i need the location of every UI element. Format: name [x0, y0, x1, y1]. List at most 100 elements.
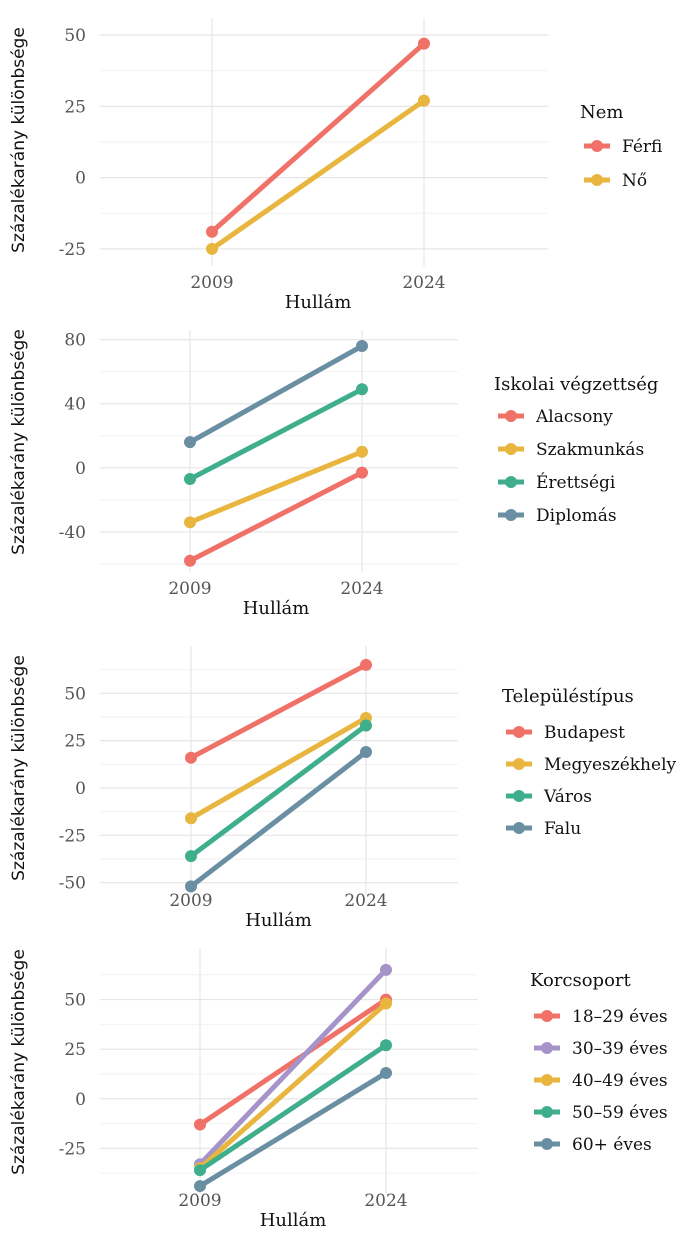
- legend-label: Férfi: [622, 137, 662, 157]
- legend-item: Férfi: [584, 137, 662, 157]
- data-point: [206, 225, 218, 238]
- legend-label: Alacsony: [535, 407, 613, 427]
- y-tick-label: 25: [64, 97, 86, 117]
- legend-item: 18–29 éves: [534, 1007, 668, 1027]
- legend-item: Nő: [584, 171, 647, 191]
- y-tick-label: 50: [64, 991, 86, 1011]
- legend-swatch-point: [541, 1074, 553, 1086]
- legend-swatch-point: [541, 1138, 553, 1150]
- series-Budapest: [185, 658, 372, 764]
- data-point: [356, 466, 368, 479]
- minor-gridlines: [100, 70, 548, 214]
- x-tick-label: 2009: [178, 1191, 221, 1211]
- series-Diplomás: [184, 340, 368, 449]
- legend-label: 40–49 éves: [572, 1071, 668, 1091]
- data-point: [380, 1039, 392, 1052]
- y-tick-label: 50: [64, 26, 86, 46]
- y-axis-title: Százalékarány különbsége: [9, 329, 29, 555]
- legend-label: 18–29 éves: [572, 1007, 668, 1027]
- data-point: [194, 1118, 206, 1131]
- legend-label: Érettségi: [536, 472, 616, 493]
- data-point: [380, 1066, 392, 1079]
- series-line: [189, 662, 368, 760]
- legend-swatch-point: [505, 509, 517, 521]
- y-tick-label: -40: [59, 523, 86, 543]
- series-line: [198, 1001, 388, 1171]
- data-point: [184, 554, 196, 567]
- series-line: [210, 98, 426, 251]
- series-60+ éves: [194, 1066, 392, 1193]
- legend-label: Diplomás: [536, 506, 617, 526]
- series-line: [188, 470, 364, 564]
- series-line: [189, 715, 368, 821]
- x-axis-title: Hullám: [260, 1210, 327, 1231]
- data-point: [356, 445, 368, 458]
- data-point: [184, 473, 196, 486]
- legend-label: Nő: [622, 171, 647, 191]
- series-50–59 éves: [194, 1039, 392, 1177]
- y-tick-label: 40: [64, 395, 86, 415]
- legend-item: Falu: [506, 819, 581, 839]
- legend-swatch-point: [541, 1106, 553, 1118]
- y-tick-label: 0: [75, 169, 86, 189]
- series-Szakmunkás: [184, 445, 368, 529]
- legend-title: Iskolai végzettség: [494, 374, 658, 395]
- x-axis-title: Hullám: [245, 910, 312, 931]
- legend-item: 50–59 éves: [534, 1103, 668, 1123]
- legend-label: 30–39 éves: [572, 1039, 668, 1059]
- legend-item: Budapest: [506, 723, 625, 743]
- major-gridlines: [100, 330, 458, 572]
- data-point: [185, 812, 197, 825]
- chart-settlement: -50 -25 0 25 50 2009 2024 Hullám Százalékarány k…: [9, 646, 677, 931]
- legend: Iskolai végzettség Alacsony Szakmunkás Éret…: [494, 374, 658, 526]
- y-tick-label: 0: [75, 1090, 86, 1110]
- legend-swatch-point: [541, 1042, 553, 1054]
- x-tick-label: 2009: [169, 891, 212, 911]
- data-point: [206, 242, 218, 255]
- series-line: [198, 968, 388, 1166]
- series-line: [198, 997, 388, 1127]
- major-gridlines: [100, 948, 478, 1194]
- x-axis-title: Hullám: [285, 292, 352, 312]
- chart-gender: -25 0 25 50 2009 2024 Hullám Százalékarány külö…: [9, 18, 662, 312]
- legend-swatch-point: [505, 476, 517, 488]
- data-point: [380, 963, 392, 976]
- series-line: [198, 1070, 388, 1189]
- series-Falu: [185, 746, 372, 893]
- legend: Településtípus Budapest Megyeszékhely Város…: [502, 686, 677, 839]
- y-tick-label: -25: [59, 1139, 86, 1159]
- legend-swatch-point: [505, 443, 517, 455]
- series-line: [189, 723, 368, 859]
- legend-swatch-point: [513, 790, 525, 802]
- legend-swatch-point: [513, 726, 525, 738]
- series-Nő: [206, 94, 430, 255]
- legend-label: Város: [543, 787, 592, 807]
- y-tick-label: 80: [64, 331, 86, 351]
- x-tick-label: 2024: [344, 891, 387, 911]
- chart-panel-gender: -25 0 25 50 2009 2024 Hullám Százalékarány külö…: [0, 0, 698, 312]
- legend-item: Megyeszékhely: [506, 755, 677, 775]
- minor-gridlines: [100, 669, 458, 860]
- legend-item: Diplomás: [498, 506, 617, 526]
- data-point: [184, 436, 196, 449]
- y-axis-title: Százalékarány különbsége: [9, 27, 29, 253]
- data-point: [360, 719, 372, 732]
- series-line: [188, 387, 364, 482]
- legend-label: Falu: [544, 819, 581, 839]
- legend-item: 30–39 éves: [534, 1039, 668, 1059]
- y-axis-title: Százalékarány különbsége: [9, 949, 29, 1175]
- legend-label: Megyeszékhely: [544, 755, 677, 775]
- legend-swatch-point: [513, 822, 525, 834]
- series-line: [189, 449, 363, 525]
- x-tick-label: 2009: [168, 579, 211, 599]
- data-point: [360, 658, 372, 671]
- legend-label: Budapest: [544, 723, 625, 743]
- legend-label: 60+ éves: [572, 1135, 652, 1155]
- data-point: [185, 880, 197, 893]
- series-Érettségi: [184, 383, 368, 486]
- data-point: [360, 746, 372, 759]
- legend-item: 60+ éves: [534, 1135, 652, 1155]
- major-gridlines: [100, 18, 548, 266]
- y-tick-label: 50: [64, 684, 86, 704]
- x-axis-title: Hullám: [243, 598, 310, 619]
